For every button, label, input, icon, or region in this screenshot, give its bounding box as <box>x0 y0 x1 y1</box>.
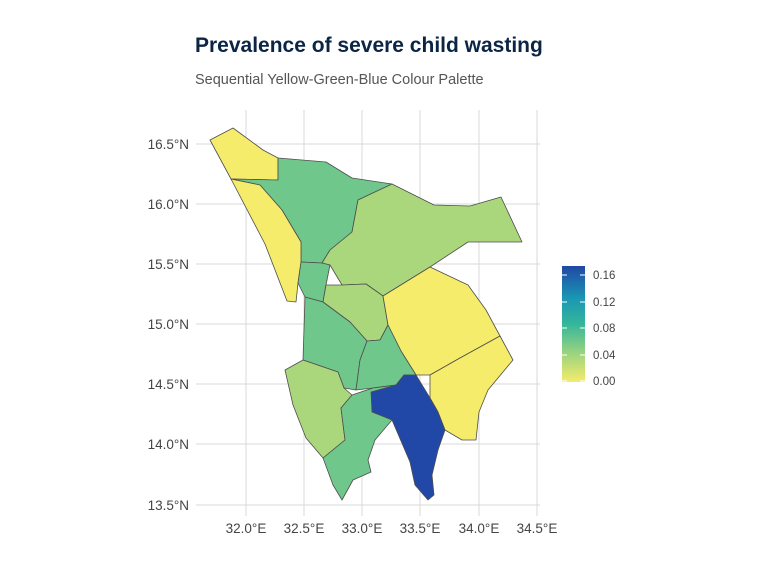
x-tick-label: 32.0°E <box>226 521 267 536</box>
x-tick-label: 33.5°E <box>400 521 441 536</box>
legend-tick-label: 0.12 <box>593 297 615 309</box>
legend-tick-label: 0.08 <box>593 323 615 335</box>
region-south-east <box>370 374 446 501</box>
x-tick-label: 34.5°E <box>517 521 558 536</box>
x-tick-label: 32.5°E <box>284 521 325 536</box>
region-north-west-strip <box>209 127 279 181</box>
y-tick-label: 13.5°N <box>148 498 189 513</box>
legend-tick-label: 0.04 <box>593 350 616 362</box>
y-tick-label: 16.5°N <box>148 137 189 152</box>
y-tick-label: 15.5°N <box>148 257 189 272</box>
legend-colorbar <box>562 266 585 382</box>
x-tick-label: 34.0°E <box>459 521 500 536</box>
x-tick-label: 33.0°E <box>342 521 383 536</box>
legend-tick-label: 0.16 <box>593 270 615 282</box>
chart-title: Prevalence of severe child wasting <box>195 34 543 57</box>
map-regions <box>209 127 523 501</box>
legend-tick-label: 0.00 <box>593 376 615 388</box>
chart-subtitle: Sequential Yellow-Green-Blue Colour Pale… <box>195 72 484 88</box>
y-tick-label: 15.0°N <box>148 317 189 332</box>
y-tick-label: 14.5°N <box>148 377 189 392</box>
color-legend: 0.16 0.12 0.08 0.04 0.00 <box>562 266 616 388</box>
y-tick-label: 16.0°N <box>148 197 189 212</box>
y-tick-label: 14.0°N <box>148 437 189 452</box>
